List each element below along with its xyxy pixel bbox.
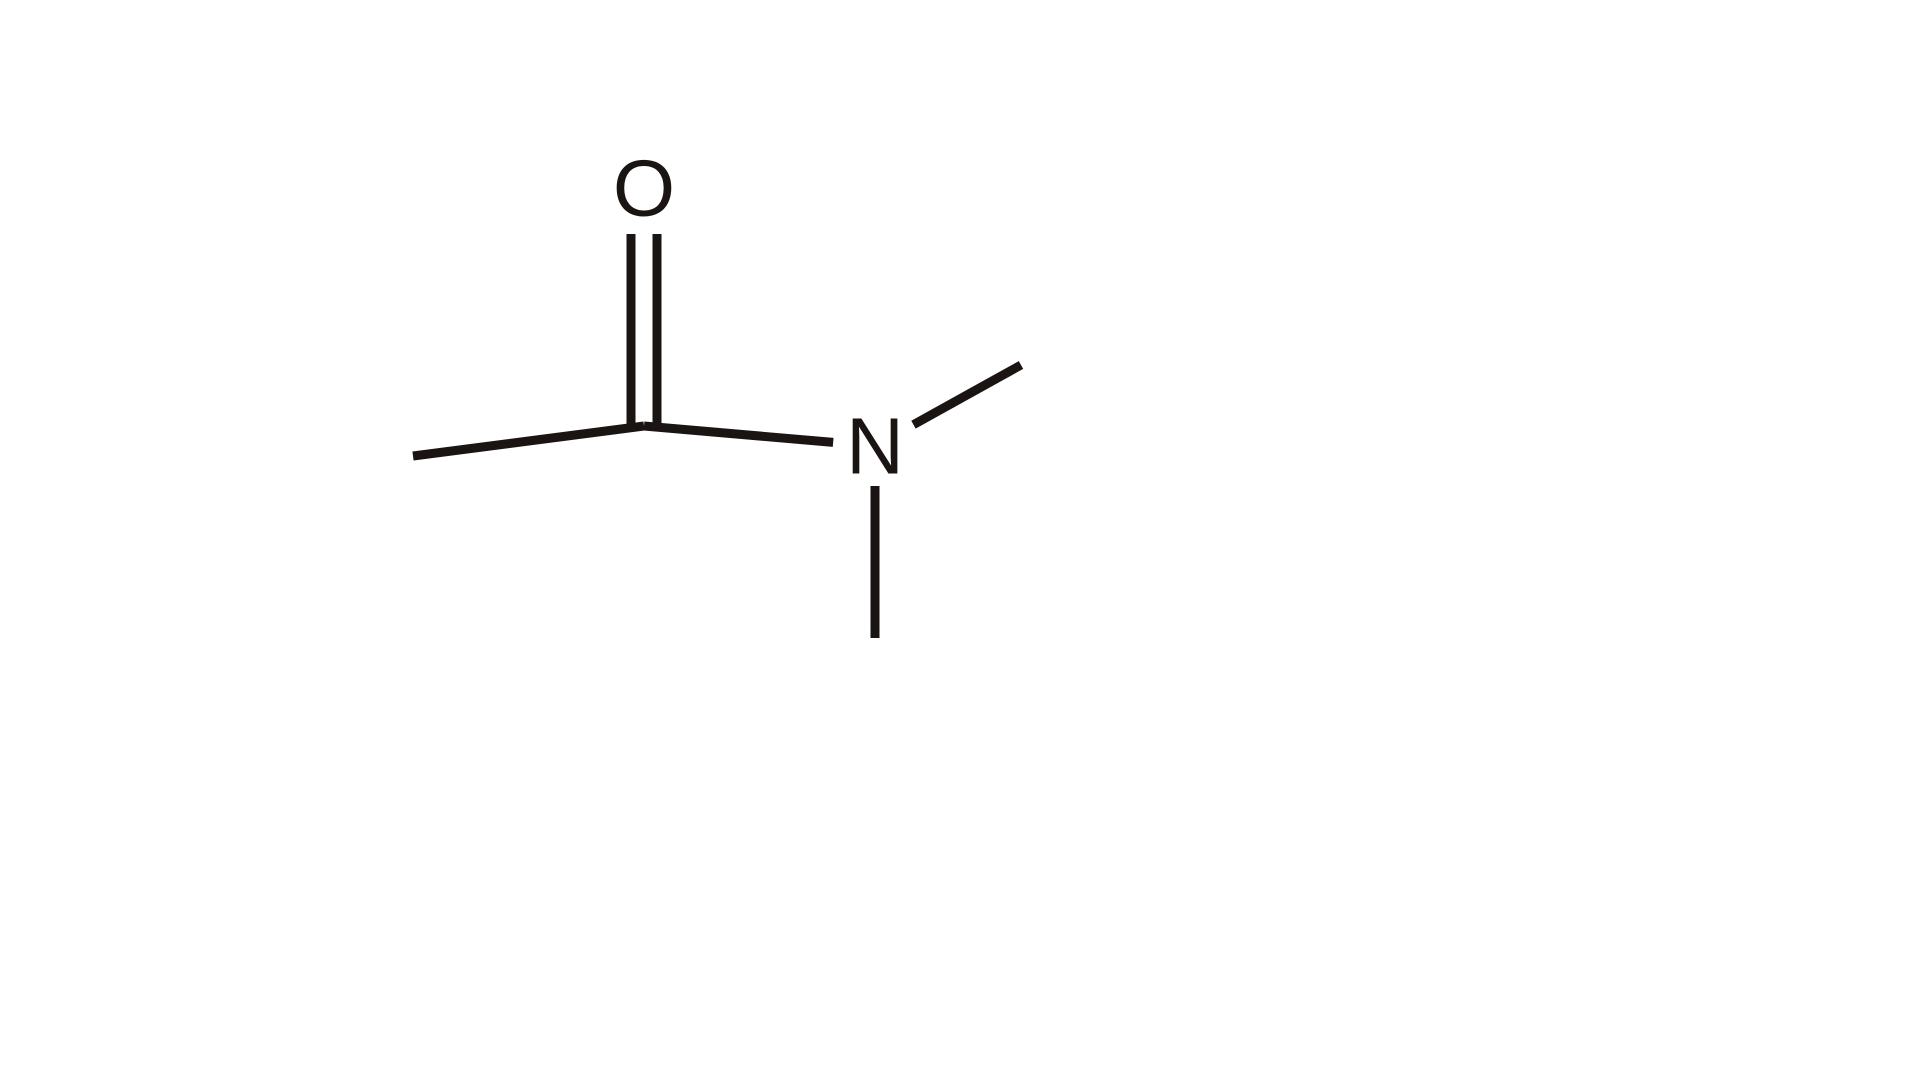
atom-label-n: N bbox=[846, 402, 904, 491]
atom-label-o: O bbox=[613, 144, 675, 233]
molecule-diagram: ON bbox=[0, 0, 1920, 1080]
